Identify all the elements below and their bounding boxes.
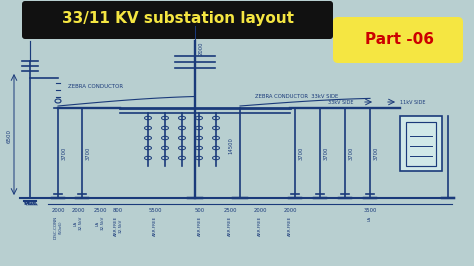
Text: 33/11 KV substation layout: 33/11 KV substation layout (62, 11, 294, 27)
Text: 6500: 6500 (7, 129, 11, 143)
Text: 33kV SIDE: 33kV SIDE (328, 99, 354, 105)
FancyBboxPatch shape (333, 17, 463, 63)
Text: ZEBRA CONDUCTOR: ZEBRA CONDUCTOR (68, 84, 123, 89)
Text: 800: 800 (113, 207, 123, 213)
Text: LA
32.5kV: LA 32.5kV (96, 216, 104, 230)
Text: 2500: 2500 (223, 207, 237, 213)
Text: LA
32.5kV: LA 32.5kV (73, 216, 82, 230)
Text: 2000: 2000 (283, 207, 297, 213)
Text: 2000: 2000 (71, 207, 85, 213)
Text: ZEBRA CONDUCTOR  33kV SIDE: ZEBRA CONDUCTOR 33kV SIDE (255, 94, 338, 98)
Text: ARR.FREE: ARR.FREE (258, 216, 262, 236)
Text: 2000: 2000 (51, 207, 65, 213)
Text: 2000: 2000 (253, 207, 267, 213)
Text: 2500: 2500 (93, 207, 107, 213)
Text: 500: 500 (195, 207, 205, 213)
Text: 3700: 3700 (349, 146, 354, 160)
Text: DISC.CONN
(50x6): DISC.CONN (50x6) (54, 216, 62, 239)
Text: 3700: 3700 (324, 146, 329, 160)
Text: 11kV SIDE: 11kV SIDE (400, 99, 426, 105)
Text: ARR.FREE: ARR.FREE (153, 216, 157, 236)
Text: 14500: 14500 (228, 138, 233, 155)
Text: 3700: 3700 (86, 146, 91, 160)
Text: 5500: 5500 (148, 207, 162, 213)
Text: LA: LA (368, 216, 372, 221)
FancyBboxPatch shape (22, 1, 333, 39)
Text: PGL: PGL (23, 201, 37, 206)
Text: ARR.FREE: ARR.FREE (228, 216, 232, 236)
Bar (400, 116, 442, 171)
Text: 3700: 3700 (374, 146, 379, 160)
Text: 3700: 3700 (299, 146, 304, 160)
Text: ARR.FREE: ARR.FREE (288, 216, 292, 236)
Text: 3500: 3500 (363, 207, 377, 213)
Text: 3700: 3700 (62, 146, 67, 160)
Text: ARR.FREE: ARR.FREE (198, 216, 202, 236)
Text: ARR.FREE
32.5kV: ARR.FREE 32.5kV (114, 216, 122, 236)
Text: 2000: 2000 (199, 41, 204, 55)
Text: Part -06: Part -06 (365, 31, 435, 47)
Bar (406, 122, 436, 166)
